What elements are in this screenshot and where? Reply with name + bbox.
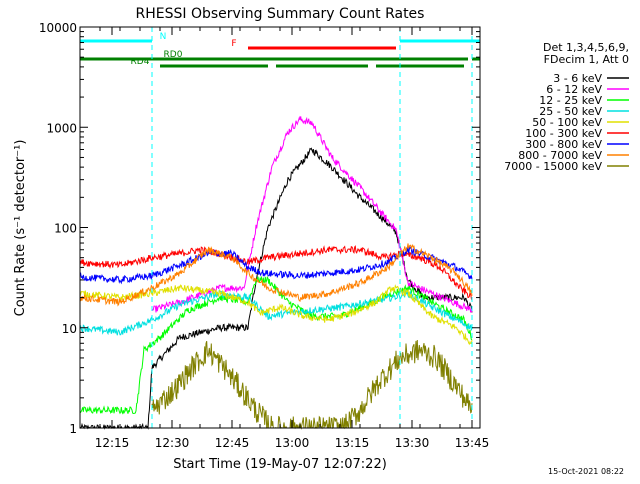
- series-layer: [79, 115, 473, 430]
- y-tick-label: 1000: [46, 121, 77, 135]
- legend-entry-label: 50 - 100 keV: [532, 116, 602, 129]
- legend-entry-label: 800 - 7000 keV: [518, 149, 602, 162]
- chart-title: RHESSI Observing Summary Count Rates: [136, 6, 425, 22]
- footer-timestamp: 15-Oct-2021 08:22: [548, 467, 624, 476]
- series-line-5: [79, 284, 473, 346]
- flag-rd4-label: RD4: [131, 57, 150, 67]
- series-line-8: [79, 243, 473, 307]
- legend-title-line: Det 1,3,4,5,6,9,: [543, 41, 629, 54]
- legend-entry-label: 7000 - 15000 keV: [504, 160, 602, 173]
- legend-entry-label: 3 - 6 keV: [553, 72, 602, 85]
- legend-entry-label: 100 - 300 keV: [525, 127, 602, 140]
- flag-layer: N F RD0 RD4: [80, 32, 480, 68]
- flag-f-label: F: [231, 39, 236, 49]
- x-tick-label: 12:30: [155, 436, 190, 450]
- y-tick-label: 1: [69, 422, 77, 436]
- x-tick-label: 13:00: [275, 436, 310, 450]
- legend-entry-label: 25 - 50 keV: [539, 105, 602, 118]
- y-axis-label: Count Rate (s⁻¹ detector⁻¹): [13, 140, 28, 317]
- series-line-3: [79, 275, 473, 415]
- series-line-7: [79, 246, 473, 285]
- legend-entry-label: 300 - 800 keV: [525, 138, 602, 151]
- series-line-4: [79, 288, 473, 336]
- legend-entry-label: 6 - 12 keV: [546, 83, 602, 96]
- legend-title-line: FDecim 1, Att 0: [544, 53, 629, 66]
- x-tick-label: 12:15: [95, 436, 130, 450]
- axis-layer: 12:15 12:30 12:45 13:00 13:15 13:30 13:45 1 10 10…: [39, 21, 489, 450]
- x-axis-label: Start Time (19-May-07 12:07:22): [173, 457, 387, 472]
- x-tick-label: 13:30: [395, 436, 430, 450]
- series-line-6: [79, 245, 473, 301]
- x-tick-label: 12:45: [215, 436, 250, 450]
- series-line-1: [79, 147, 473, 430]
- y-tick-label: 10000: [39, 21, 77, 35]
- x-tick-label: 13:15: [335, 436, 370, 450]
- legend-entry-label: 12 - 25 keV: [539, 94, 602, 107]
- flag-rd0-label: RD0: [164, 50, 183, 60]
- flag-n-label: N: [160, 32, 167, 42]
- y-tick-label: 10: [62, 322, 77, 336]
- x-tick-label: 13:45: [455, 436, 490, 450]
- y-tick-label: 100: [54, 222, 77, 236]
- legend: Det 1,3,4,5,6,9,FDecim 1, Att 0 3 - 6 keV…: [504, 41, 629, 173]
